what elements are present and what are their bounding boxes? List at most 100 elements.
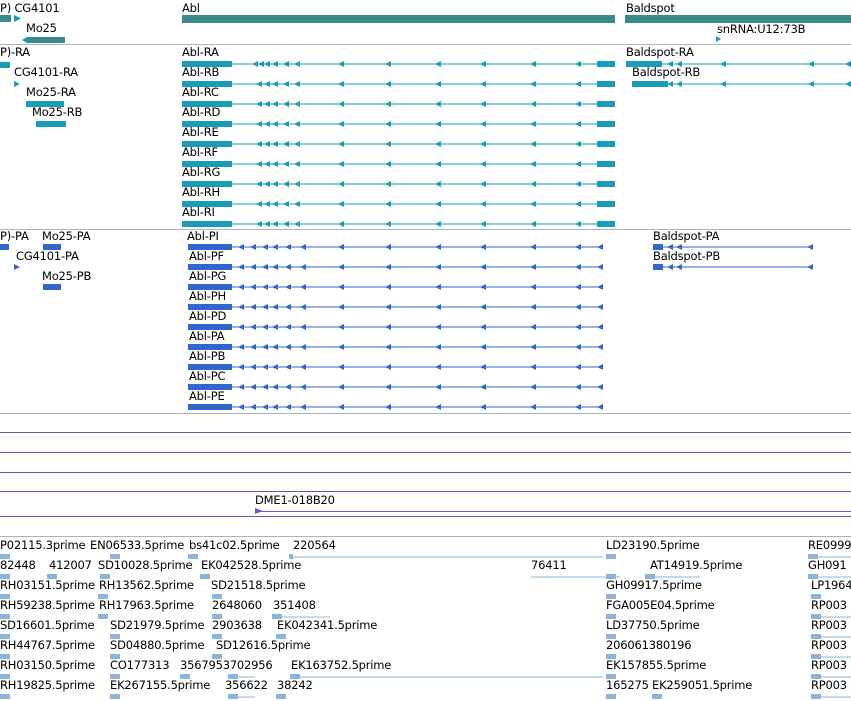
est-glyph[interactable] (606, 634, 616, 639)
est-label[interactable]: bs41c02.5prime (189, 538, 280, 552)
exon-block[interactable] (188, 244, 232, 250)
est-label[interactable]: RE0999 (808, 538, 851, 552)
transcript-label[interactable]: Mo25-RA (26, 85, 76, 99)
est-glyph[interactable] (180, 674, 190, 679)
exon-block[interactable] (597, 181, 615, 187)
est-glyph[interactable] (200, 574, 210, 579)
est-label[interactable]: RH03150.5prime (0, 658, 95, 672)
est-glyph[interactable] (606, 594, 616, 599)
est-glyph[interactable] (272, 614, 282, 619)
est-glyph[interactable] (98, 594, 108, 599)
est-label[interactable]: SD10028.5prime (98, 558, 193, 572)
transcript-label[interactable]: Abl-RI (182, 205, 215, 219)
est-label[interactable]: RP003 (811, 618, 847, 632)
exon-block[interactable] (182, 201, 232, 207)
est-label[interactable]: EK157855.5prime (606, 658, 707, 672)
exon-block[interactable] (188, 344, 232, 350)
est-label[interactable]: RH44767.5prime (0, 638, 95, 652)
est-label[interactable]: RP003 (811, 658, 847, 672)
est-glyph[interactable] (811, 594, 821, 599)
exon-block[interactable] (188, 364, 232, 370)
exon-block[interactable] (597, 141, 615, 147)
exon-block[interactable] (653, 244, 663, 250)
protein-glyph[interactable] (43, 244, 61, 250)
exon-block[interactable] (626, 61, 662, 67)
est-label[interactable]: RP003 (811, 598, 847, 612)
est-glyph[interactable] (110, 674, 120, 679)
transcript-label[interactable]: CG4101-RA (14, 65, 78, 79)
est-glyph[interactable] (811, 614, 821, 619)
est-glyph[interactable] (811, 674, 821, 679)
est-glyph[interactable] (100, 574, 110, 579)
protein-label[interactable]: Abl-PE (189, 389, 225, 403)
est-glyph[interactable] (606, 614, 616, 619)
est-glyph[interactable] (228, 694, 238, 699)
est-label[interactable]: RP003 (811, 678, 847, 692)
transcript-label[interactable]: Baldspot-RB (632, 65, 701, 79)
est-label[interactable]: RH13562.5prime (99, 578, 194, 592)
exon-block[interactable] (597, 161, 615, 167)
est-glyph[interactable] (212, 614, 222, 619)
est-glyph[interactable] (808, 574, 818, 579)
gene-label-baldspot[interactable]: Baldspot (626, 1, 675, 15)
exon-block[interactable] (182, 181, 232, 187)
est-glyph[interactable] (188, 554, 198, 559)
est-glyph[interactable] (47, 574, 57, 579)
est-glyph[interactable] (212, 654, 222, 659)
est-label[interactable]: LD37750.5prime (606, 618, 700, 632)
est-label[interactable]: 82448 (0, 558, 36, 572)
est-glyph[interactable] (276, 634, 286, 639)
est-glyph[interactable] (110, 554, 120, 559)
transcript-glyph[interactable] (26, 101, 64, 107)
protein-label[interactable]: Abl-PI (187, 229, 219, 243)
est-label[interactable]: AT14919.5prime (650, 558, 743, 572)
est-label[interactable]: 76411 (531, 558, 567, 572)
exon-block[interactable] (188, 384, 232, 390)
protein-label[interactable]: Mo25-PA (42, 229, 91, 243)
est-glyph[interactable] (606, 674, 616, 679)
est-label[interactable]: RH19825.5prime (0, 678, 95, 692)
est-glyph[interactable] (808, 554, 818, 559)
est-label[interactable]: SD21979.5prime (110, 618, 205, 632)
est-label[interactable]: GH091 (808, 558, 847, 572)
est-glyph[interactable] (289, 554, 293, 559)
protein-label[interactable]: Abl-PF (189, 249, 224, 263)
protein-label[interactable]: CG4101-PA (16, 249, 79, 263)
est-glyph[interactable] (228, 674, 238, 679)
est-glyph[interactable] (276, 694, 286, 699)
est-glyph[interactable] (0, 614, 10, 619)
transcript-label[interactable]: Abl-RH (182, 185, 220, 199)
est-label[interactable]: 220564 (293, 538, 336, 552)
est-label[interactable]: 356622 (225, 678, 268, 692)
est-glyph[interactable] (0, 674, 10, 679)
gene-glyph-baldspot[interactable] (625, 15, 851, 23)
transcript-label[interactable]: Abl-RC (182, 85, 219, 99)
est-glyph[interactable] (0, 634, 10, 639)
est-label[interactable]: 206061380196 (606, 638, 692, 652)
transcript-label[interactable]: Baldspot-RA (626, 45, 694, 59)
exon-block[interactable] (597, 121, 615, 127)
protein-label[interactable]: Abl-PC (189, 369, 226, 383)
transcript-label[interactable]: Mo25-RB (32, 105, 83, 119)
est-label[interactable]: 3567953702956 (180, 658, 273, 672)
protein-label[interactable]: Abl-PA (189, 329, 225, 343)
est-glyph[interactable] (606, 574, 616, 579)
clone-label[interactable]: DME1-018B20 (255, 493, 335, 507)
est-label[interactable]: EK042341.5prime (277, 618, 378, 632)
protein-label[interactable]: Abl-PB (189, 349, 226, 363)
gene-label-snrna[interactable]: snRNA:U12:73B (717, 22, 806, 36)
est-label[interactable]: CO177313 (110, 658, 170, 672)
exon-block[interactable] (632, 81, 668, 87)
gene-label-abl[interactable]: Abl (182, 1, 200, 15)
exon-block[interactable] (597, 81, 615, 87)
protein-label[interactable]: P)-PA (0, 229, 29, 243)
exon-block[interactable] (182, 101, 232, 107)
est-glyph[interactable] (606, 554, 616, 559)
est-label[interactable]: 2648060 (212, 598, 262, 612)
protein-label[interactable]: Baldspot-PA (653, 229, 720, 243)
est-label[interactable]: FGA005E04.5prime (606, 598, 715, 612)
est-label[interactable]: 165275 (606, 678, 649, 692)
exon-block[interactable] (188, 284, 232, 290)
est-label[interactable]: RP003 (811, 638, 847, 652)
est-glyph[interactable] (811, 634, 821, 639)
